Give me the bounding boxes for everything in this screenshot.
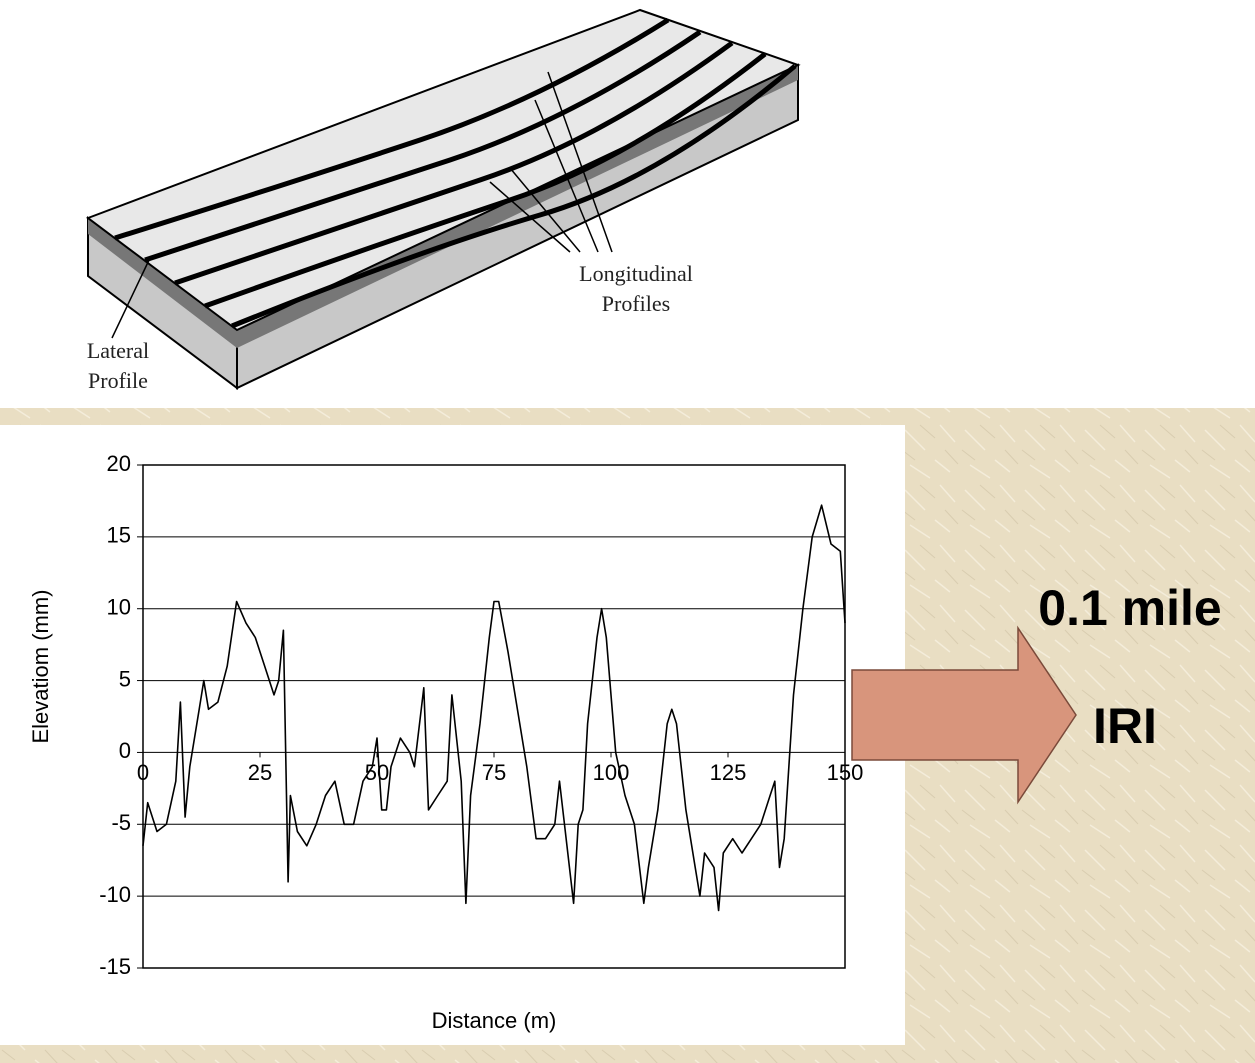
page: {"diagram": {"longitudinal_label": ["Lon… (0, 0, 1255, 1063)
slide: Longitudinal Profiles Lateral Profile -1… (0, 0, 1255, 1063)
x-tick-label: 75 (482, 760, 506, 785)
diagram-label: Longitudinal (579, 261, 693, 286)
y-axis-label: Elevatiom (mm) (28, 589, 53, 743)
y-tick-label: -15 (99, 954, 131, 979)
y-tick-label: 0 (119, 738, 131, 763)
y-tick-label: -5 (111, 810, 131, 835)
y-tick-label: 15 (107, 523, 131, 548)
x-tick-label: 100 (593, 760, 630, 785)
road-diagram: Longitudinal Profiles Lateral Profile (87, 10, 798, 393)
x-tick-label: 0 (137, 760, 149, 785)
x-axis-label: Distance (m) (432, 1008, 557, 1033)
x-tick-label: 125 (710, 760, 747, 785)
y-tick-label: -10 (99, 882, 131, 907)
callout-text: 0.1 mile (1038, 580, 1221, 636)
diagram-label: Profiles (602, 291, 670, 316)
callout-text: IRI (1093, 698, 1157, 754)
x-tick-label: 150 (827, 760, 864, 785)
x-tick-label: 25 (248, 760, 272, 785)
y-tick-label: 5 (119, 666, 131, 691)
diagram-label: Profile (88, 368, 148, 393)
diagram-label: Lateral (87, 338, 149, 363)
y-tick-label: 10 (107, 595, 131, 620)
chart-panel (0, 425, 905, 1045)
y-tick-label: 20 (107, 451, 131, 476)
